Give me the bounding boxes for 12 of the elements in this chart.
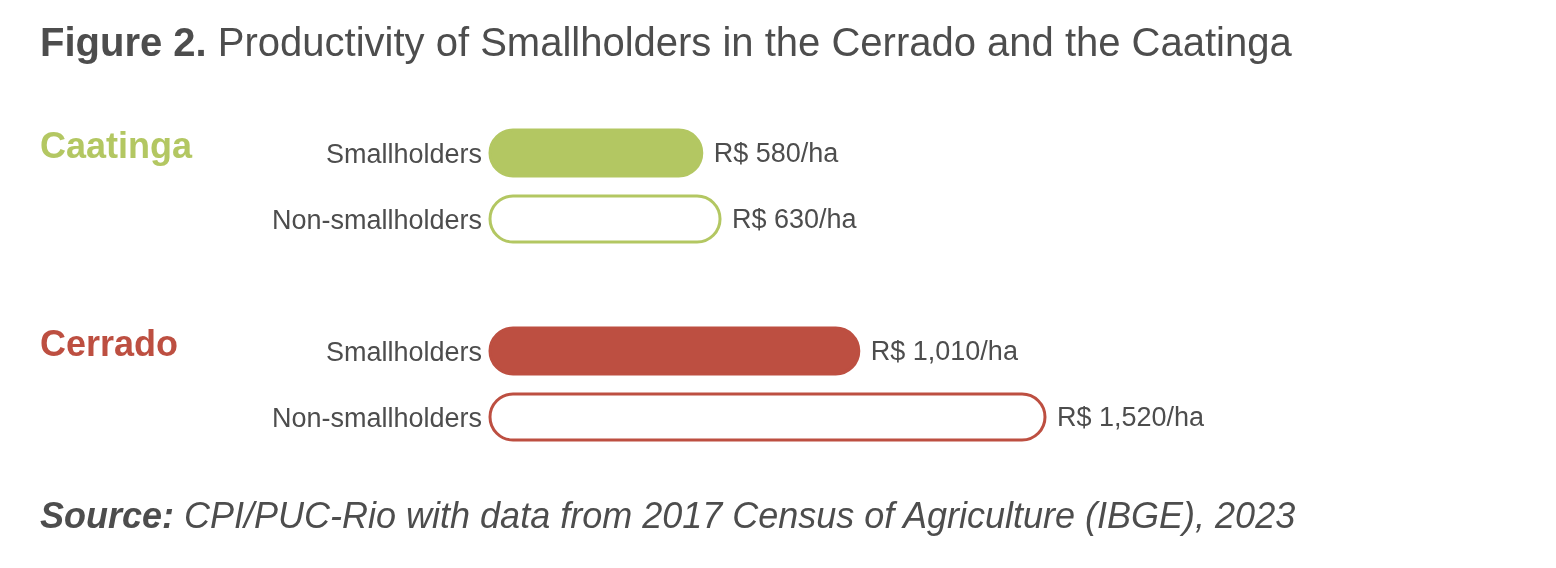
chart-title: Figure 2. Productivity of Smallholders in the Cerrado and the Caatinga: [40, 20, 1292, 65]
y-tick-label: Non-smallholders: [271, 204, 482, 235]
source-note: Source: CPI/PUC-Rio with data from 2017 Census of Agriculture (IBGE), 2023: [40, 495, 1296, 537]
y-tick-label: Smallholders: [325, 138, 482, 169]
text: Caatinga: [40, 125, 193, 167]
data-label: R$ 580/ha: [713, 138, 840, 169]
data-label: R$ 1,010/ha: [870, 336, 1019, 367]
data-label: R$ 1,520/ha: [1057, 402, 1206, 433]
text: Cerrado: [40, 323, 179, 365]
y-tick-label: Non-smallholders: [271, 402, 482, 433]
data-label: R$ 630/ha: [732, 204, 858, 235]
y-tick-label: Smallholders: [325, 336, 482, 367]
